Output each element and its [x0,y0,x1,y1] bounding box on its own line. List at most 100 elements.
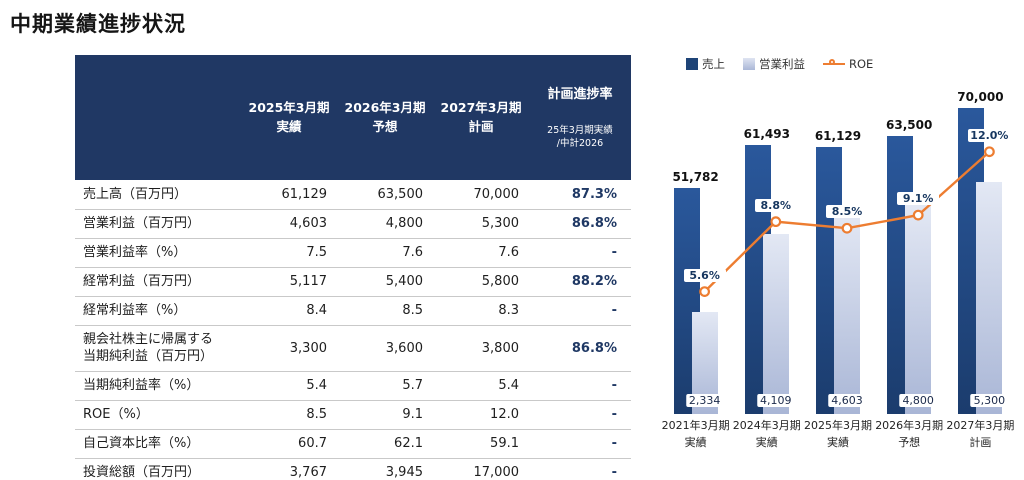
roe-value-label: 8.8% [754,198,797,212]
row-label: 売上高（百万円） [75,180,241,210]
cell-2027: 5.4 [433,371,529,401]
profit-bar [976,182,1003,414]
profit-value-label: 4,800 [899,394,937,407]
legend-item-roe: ROE [823,57,873,71]
sales-value-label: 70,000 [957,90,1004,104]
page-title: 中期業績進捗状況 [10,12,186,36]
header-progress: 計画進捗率 25年3月期実績 /中計2026 [529,55,631,181]
profit-bar [762,234,789,414]
legend-item-sales: 売上 [686,56,725,72]
header-2025: 2025年3月期 実績 [241,55,337,181]
cell-2027: 7.6 [433,238,529,268]
sales-value-label: 51,782 [672,169,719,184]
table-header-row: 2025年3月期 実績 2026年3月期 予想 2027年3月期 計画 計画進捗… [75,55,631,181]
table-row: 親会社株主に帰属する 当期純利益（百万円） 3,300 3,600 3,800 … [75,325,631,372]
cell-2026: 7.6 [337,238,433,268]
chart-group: 61,129 4,603 [802,82,873,414]
chart-legend: 売上 営業利益 ROE [660,52,1016,76]
row-label: ROE（%） [75,400,241,430]
profit-bar [833,212,860,414]
profit-value-label: 4,603 [828,394,866,407]
roe-marker [984,146,995,158]
table-row: 営業利益率（%） 7.5 7.6 7.6 - [75,238,631,268]
cell-2027: 3,800 [433,325,529,372]
cell-progress: 87.3% [529,180,631,210]
chart-category-axis: 2021年3月期 実績 2024年3月期 実績 2025年3月期 実績 2026年3月… [660,418,1016,454]
row-label: 営業利益（百万円） [75,209,241,239]
mid-term-progress-table: 2025年3月期 実績 2026年3月期 予想 2027年3月期 計画 計画進捗… [75,55,631,480]
profit-swatch-icon [743,58,755,70]
cell-progress: 86.8% [529,209,631,239]
row-label: 投資総額（百万円） [75,458,241,480]
category-label: 2026年3月期 予想 [875,419,944,449]
legend-profit-label: 営業利益 [759,57,805,71]
sales-swatch-icon [686,58,698,70]
cell-2025: 7.5 [241,238,337,268]
cell-2026: 63,500 [337,180,433,210]
cell-2026: 5.7 [337,371,433,401]
cell-2026: 9.1 [337,400,433,430]
row-label: 経常利益（百万円） [75,267,241,297]
roe-marker [841,222,853,234]
progress-table: 2025年3月期 実績 2026年3月期 予想 2027年3月期 計画 計画進捗… [75,55,631,480]
profit-value-label: 2,334 [685,394,724,407]
cell-2026: 5,400 [337,267,433,297]
roe-value-label: 9.1% [897,192,940,206]
row-label: 営業利益率（%） [75,238,241,268]
cell-2027: 8.3 [433,296,529,326]
roe-marker [770,216,782,228]
header-2027: 2027年3月期 計画 [433,55,529,181]
chart-plot-area: 51,782 2,334 61,493 4,109 61,129 4,603 63,500 4… [660,82,1016,414]
cell-2025: 8.4 [241,296,337,326]
row-label: 当期純利益率（%） [75,371,241,401]
cell-2025: 5,117 [241,267,337,297]
legend-roe-label: ROE [849,57,874,71]
cell-2027: 5,800 [433,267,529,297]
header-empty-cell [75,55,241,181]
cell-2025: 60.7 [241,429,337,459]
profit-value-label: 5,300 [970,394,1009,407]
sales-value-label: 61,493 [743,127,790,142]
roe-value-label: 8.5% [826,205,868,219]
table-row: 当期純利益率（%） 5.4 5.7 5.4 - [75,371,631,401]
table-row: 投資総額（百万円） 3,767 3,945 17,000 - [75,458,631,480]
legend-item-profit: 営業利益 [743,56,805,72]
row-label: 親会社株主に帰属する 当期純利益（百万円） [75,325,241,372]
roe-marker [699,286,710,298]
cell-2025: 5.4 [241,371,337,401]
progress-header-title: 計画進捗率 [547,86,613,102]
category-label: 2025年3月期 実績 [803,419,872,449]
category-label: 2021年3月期 実績 [661,419,730,449]
sales-value-label: 61,129 [814,128,862,143]
chart-group: 51,782 2,334 [660,82,731,414]
cell-2026: 3,600 [337,325,433,372]
cell-2025: 61,129 [241,180,337,210]
legend-sales-label: 売上 [702,57,725,71]
roe-value-label: 5.6% [683,268,726,282]
table-row: 経常利益率（%） 8.4 8.5 8.3 - [75,296,631,326]
sales-value-label: 63,500 [886,118,933,133]
roe-value-label: 12.0% [968,128,1011,142]
cell-progress: - [529,296,631,326]
roe-line-marker-icon [823,59,845,69]
chart-group: 63,500 4,800 [874,82,945,414]
category-label: 2027年3月期 計画 [946,419,1015,449]
category-label: 2024年3月期 実績 [732,419,801,449]
cell-progress: - [529,458,631,480]
roe-marker [912,209,924,221]
profit-bar [905,204,932,414]
cell-progress: - [529,371,631,401]
row-label: 自己資本比率（%） [75,429,241,459]
cell-progress: - [529,238,631,268]
table-row: 経常利益（百万円） 5,117 5,400 5,800 88.2% [75,267,631,297]
header-2026: 2026年3月期 予想 [337,55,433,181]
cell-progress: - [529,429,631,459]
cell-2027: 12.0 [433,400,529,430]
table-row: ROE（%） 8.5 9.1 12.0 - [75,400,631,430]
cell-2027: 59.1 [433,429,529,459]
performance-chart: 売上 営業利益 ROE 51,782 2,334 61,493 4,109 61,129… [660,52,1016,472]
row-label: 経常利益率（%） [75,296,241,326]
roe-line [699,146,995,298]
cell-progress: 86.8% [529,325,631,372]
